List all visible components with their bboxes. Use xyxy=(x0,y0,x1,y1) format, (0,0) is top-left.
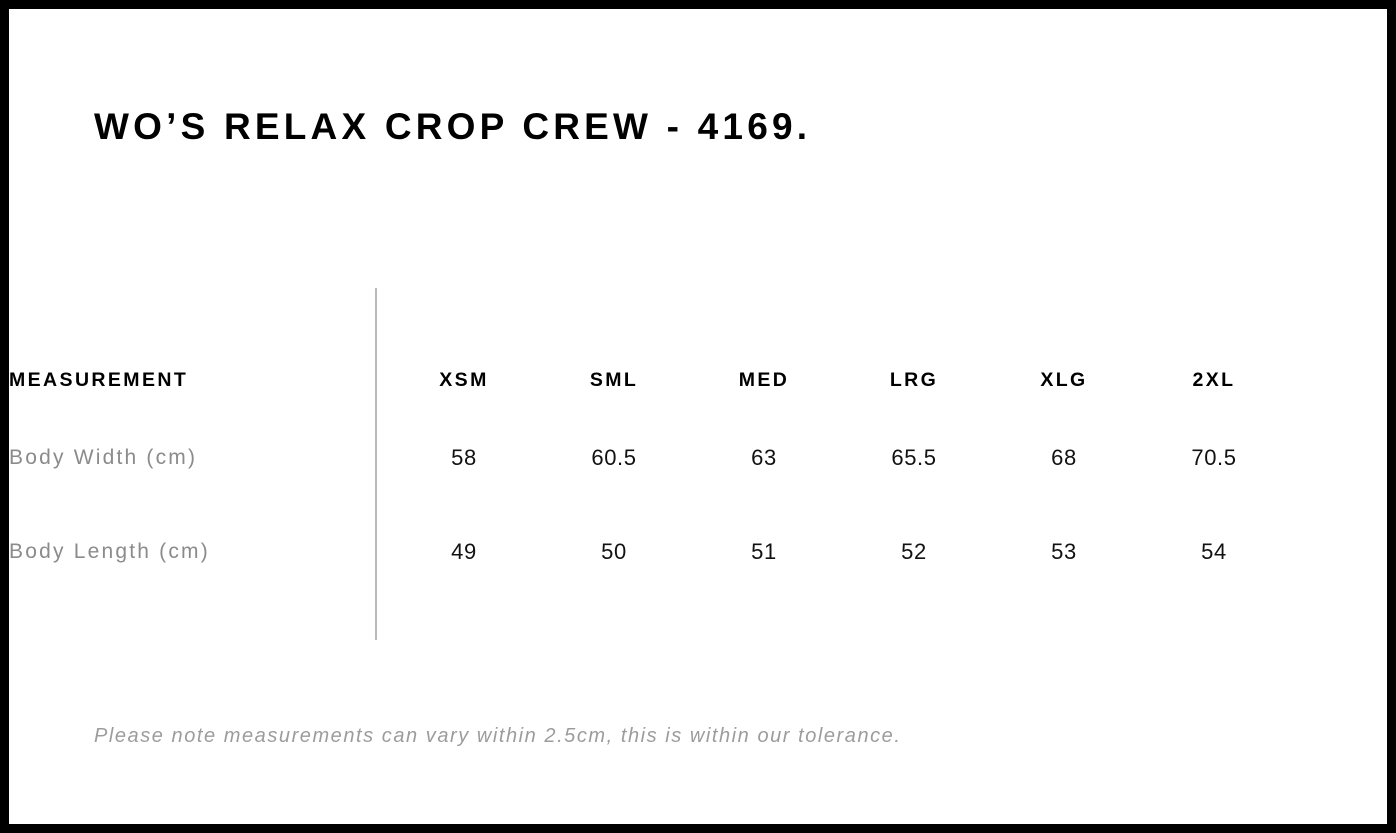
table-vertical-divider xyxy=(375,288,377,640)
cell-spacer xyxy=(1289,505,1387,599)
page-title: WO’S RELAX CROP CREW - 4169. xyxy=(94,106,812,147)
size-table: MEASUREMENT XSM SML MED LRG XLG 2XL Body… xyxy=(9,349,1387,599)
cell-body-width-med: 63 xyxy=(751,445,777,470)
cell-body-width-2xl: 70.5 xyxy=(1191,445,1237,470)
cell-body-length-xlg: 53 xyxy=(1051,539,1077,564)
cell-spacer xyxy=(1289,411,1387,505)
column-header-lrg: LRG xyxy=(889,368,939,391)
row-label-body-length: Body Length (cm) xyxy=(9,540,210,563)
cell-body-length-lrg: 52 xyxy=(901,539,927,564)
tolerance-note: Please note measurements can vary within… xyxy=(94,725,902,747)
table-row: Body Width (cm) 58 60.5 63 65.5 68 70.5 xyxy=(9,411,1387,505)
cell-body-length-sml: 50 xyxy=(601,539,627,564)
column-header-spacer xyxy=(1289,349,1387,411)
row-label-body-width: Body Width (cm) xyxy=(9,446,198,469)
column-header-xlg: XLG xyxy=(1040,368,1088,391)
cell-body-length-2xl: 54 xyxy=(1201,539,1227,564)
column-header-xsm: XSM xyxy=(439,368,489,391)
cell-body-width-lrg: 65.5 xyxy=(891,445,937,470)
size-table-container: MEASUREMENT XSM SML MED LRG XLG 2XL Body… xyxy=(9,349,1387,599)
column-header-2xl: 2XL xyxy=(1192,368,1236,391)
table-header-row: MEASUREMENT XSM SML MED LRG XLG 2XL xyxy=(9,349,1387,411)
size-chart-inner: WO’S RELAX CROP CREW - 4169. MEASUREMENT xyxy=(9,9,1387,824)
table-row: Body Length (cm) 49 50 51 52 53 54 xyxy=(9,505,1387,599)
column-header-med: MED xyxy=(738,368,790,391)
cell-body-width-xlg: 68 xyxy=(1051,445,1077,470)
cell-body-width-xsm: 58 xyxy=(451,445,477,470)
column-header-measurement: MEASUREMENT xyxy=(9,368,189,391)
cell-body-length-med: 51 xyxy=(751,539,777,564)
cell-body-width-sml: 60.5 xyxy=(591,445,637,470)
cell-body-length-xsm: 49 xyxy=(451,539,477,564)
column-header-sml: SML xyxy=(589,368,639,391)
